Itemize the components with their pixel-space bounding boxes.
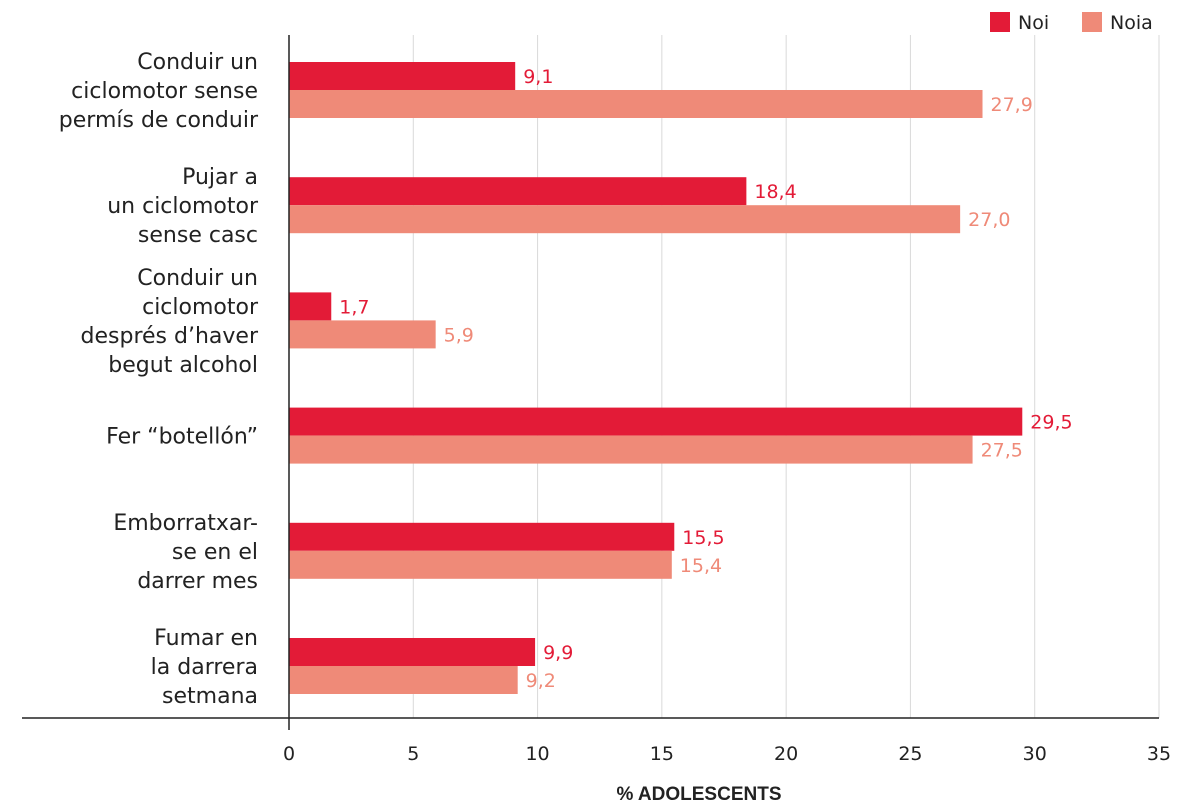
- x-axis-title: % ADOLESCENTS: [616, 784, 781, 805]
- data-label: 9,1: [523, 66, 553, 88]
- bar-noi: [289, 638, 536, 666]
- category-labels: Conduir un ciclomotor sense permís de cond…: [59, 50, 259, 709]
- bar-noia: [289, 435, 973, 464]
- x-tick-label: 10: [525, 743, 549, 765]
- bar-noi: [289, 177, 747, 206]
- legend-swatch-noi: [990, 12, 1010, 32]
- x-tick-label: 0: [283, 743, 295, 765]
- x-tick-label: 25: [898, 743, 922, 765]
- data-label: 27,0: [968, 209, 1010, 231]
- data-label: 9,2: [526, 670, 556, 692]
- category-label: Pujar a un ciclomotor sense casc: [107, 165, 259, 248]
- legend-swatch-noia: [1082, 12, 1102, 32]
- data-label: 27,9: [991, 94, 1033, 116]
- bar-noi: [289, 292, 332, 321]
- data-label: 18,4: [754, 181, 796, 203]
- bar-noia: [289, 205, 961, 234]
- category-label: Emborratxar-se en el darrer mes: [113, 511, 258, 594]
- category-label: Conduir un ciclomotor sense permís de cond…: [59, 50, 259, 133]
- x-tick-label: 35: [1147, 743, 1171, 765]
- data-label: 1,7: [339, 296, 369, 318]
- legend: Noi Noia: [990, 12, 1153, 34]
- data-label: 27,5: [981, 440, 1023, 462]
- data-label: 29,5: [1030, 412, 1072, 434]
- x-tick-label: 5: [407, 743, 419, 765]
- category-label: Fumar en la darrera setmana: [151, 626, 258, 709]
- data-label: 5,9: [444, 324, 474, 346]
- bar-noia: [289, 320, 436, 349]
- bar-noi: [289, 407, 1023, 436]
- axes: 0 5 10 15 20 25 30 35: [22, 35, 1171, 765]
- x-tick-label: 20: [774, 743, 798, 765]
- category-label: Conduir un ciclomotor després d’haver begut…: [81, 266, 259, 378]
- gridlines: [412, 35, 1160, 718]
- bar-noi: [289, 62, 516, 90]
- legend-label-noia: Noia: [1110, 12, 1153, 34]
- category-label: Fer “botellón”: [106, 425, 258, 450]
- data-label: 15,5: [682, 527, 724, 549]
- legend-label-noi: Noi: [1018, 12, 1049, 34]
- bar-noia: [289, 90, 983, 118]
- data-label: 9,9: [543, 642, 573, 664]
- bar-noia: [289, 666, 518, 694]
- bar-noia: [289, 550, 672, 579]
- x-tick-label: 30: [1023, 743, 1047, 765]
- value-labels: 9,1 18,4 1,7 29,5 15,5 9,9 27,9 27,0 5,9 27,5 15,4…: [339, 66, 1072, 692]
- bars: [289, 62, 1023, 694]
- data-label: 15,4: [680, 555, 722, 577]
- x-tick-label: 15: [650, 743, 674, 765]
- bar-noi: [289, 522, 675, 551]
